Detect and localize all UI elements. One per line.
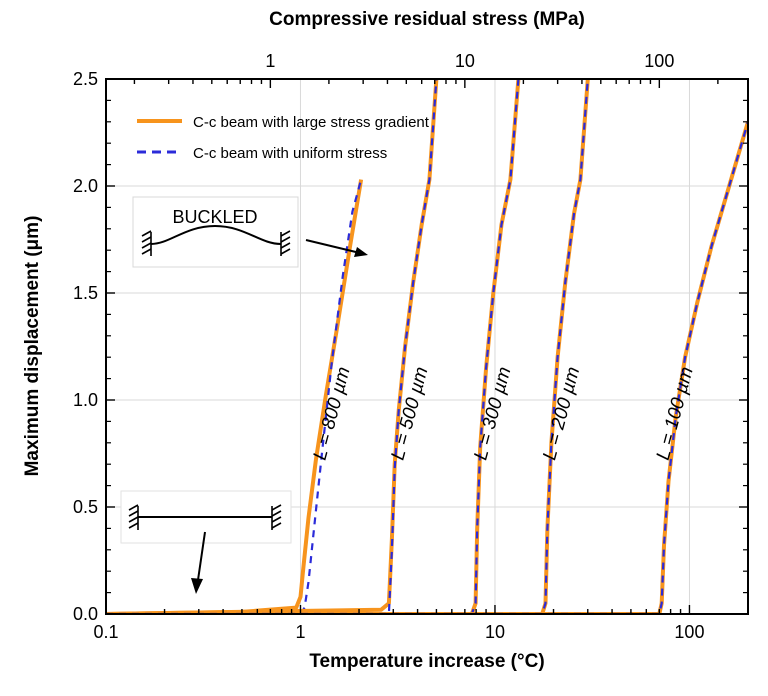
curve-label-3: L = 200 µm (539, 365, 584, 463)
axis-ticks (105, 78, 749, 615)
x-tick-label: 100 (674, 622, 704, 642)
flat-beam-inset (120, 490, 292, 594)
plot-frame (105, 78, 749, 615)
curve-label-0: L = 800 µm (310, 365, 355, 463)
right-clamp-icon (280, 230, 291, 256)
y-tick-label: 1.0 (73, 390, 98, 410)
flat-arrow-head (191, 578, 203, 594)
curve-uniform-2 (106, 79, 520, 614)
y-axis-title: Maximum displacement (μm) (22, 216, 43, 477)
curve-label-1: L = 500 µm (388, 365, 433, 463)
buckled-arrow-line (305, 239, 361, 254)
legend-label-uniform: C-c beam with uniform stress (193, 145, 387, 162)
top-tick-label: 1 (265, 51, 275, 71)
top-tick-labels: 1 10 100 (265, 51, 674, 71)
y-tick-label: 2.0 (73, 176, 98, 196)
x-tick-labels: 0.1 1 10 100 (93, 622, 704, 642)
curve-uniform-1 (106, 79, 438, 614)
top-axis-title: Compressive residual stress (MPa) (269, 9, 585, 30)
flat-arrow-line (197, 531, 206, 581)
curve-label-4: L = 100 µm (653, 365, 698, 463)
x-tick-label: 1 (295, 622, 305, 642)
top-tick-label: 100 (644, 51, 674, 71)
legend-label-gradient: C-c beam with large stress gradient (193, 114, 430, 131)
curve-uniform-4 (106, 121, 748, 614)
flat-right-clamp-icon (271, 504, 282, 530)
buckled-label: BUCKLED (172, 207, 257, 227)
buckled-beam-shape (150, 224, 282, 245)
y-tick-label: 2.5 (73, 69, 98, 89)
curves-layer (106, 79, 748, 614)
curve-labels: L = 800 µm L = 500 µm L = 300 µm L = 200 µm… (310, 365, 698, 463)
y-tick-label: 0.5 (73, 497, 98, 517)
x-axis-title: Temperature increase (°C) (309, 651, 544, 672)
top-tick-label: 10 (455, 51, 475, 71)
curve-uniform-3 (106, 79, 589, 614)
curve-gradient-0 (106, 179, 364, 614)
buckled-arrow-head (354, 247, 368, 257)
buckled-inset-box (132, 196, 299, 268)
buckled-beam-inset: BUCKLED (132, 196, 368, 268)
x-tick-label: 10 (485, 622, 505, 642)
x-tick-label: 0.1 (93, 622, 118, 642)
y-tick-label: 0.0 (73, 604, 98, 624)
y-tick-labels: 0.0 0.5 1.0 1.5 2.0 2.5 (73, 69, 98, 624)
legend: C-c beam with large stress gradient C-c … (137, 114, 430, 162)
y-tick-label: 1.5 (73, 283, 98, 303)
curve-label-2: L = 300 µm (470, 365, 515, 463)
